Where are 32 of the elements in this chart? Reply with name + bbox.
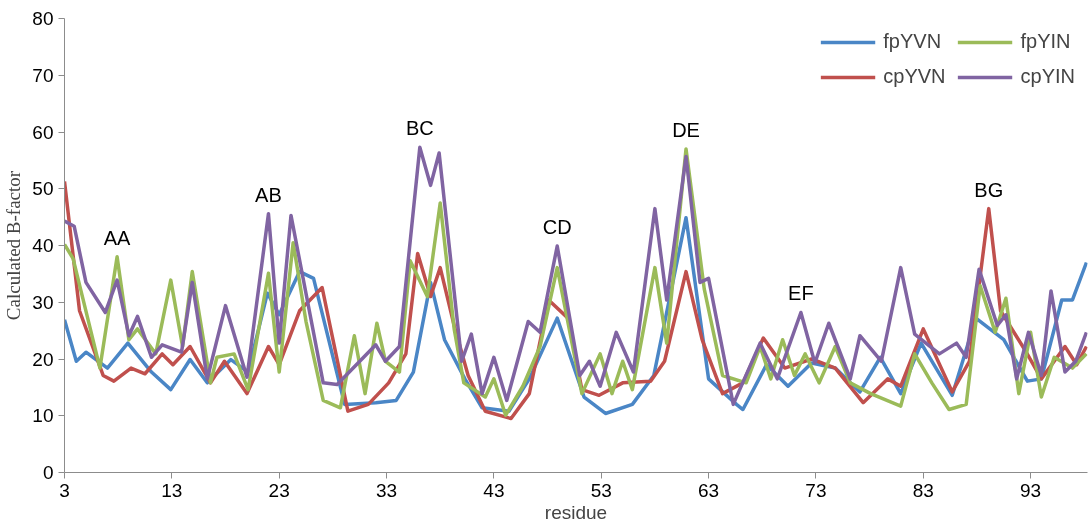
y-tick-label: 0 — [42, 462, 54, 483]
legend-label: cpYVN — [883, 65, 946, 88]
annotation: DE — [672, 119, 700, 142]
legend-label: cpYIN — [1020, 65, 1075, 88]
x-tick-label: 13 — [161, 479, 183, 501]
y-tick-label: 30 — [32, 291, 54, 313]
y-tick-label: 20 — [32, 348, 54, 370]
annotation: AA — [103, 226, 132, 249]
y-tick-label: 40 — [32, 235, 54, 256]
y-tick-label: 80 — [32, 8, 54, 29]
legend-label: fpYIN — [1020, 30, 1071, 53]
x-tick-label: 53 — [590, 479, 612, 501]
y-tick-label: 60 — [32, 121, 54, 143]
y-axis-title: Calculated B-factor — [3, 170, 25, 321]
annotation: AB — [255, 183, 282, 206]
x-tick-label: 83 — [912, 479, 934, 501]
y-tick-label: 50 — [32, 178, 54, 200]
x-tick-label: 73 — [805, 479, 827, 501]
x-tick-label: 23 — [268, 479, 290, 501]
x-axis-title: residue — [544, 501, 608, 523]
annotation: EF — [788, 282, 814, 305]
x-tick-label: 93 — [1020, 479, 1042, 501]
x-tick-label: 33 — [375, 479, 398, 501]
x-tick-label: 3 — [59, 479, 70, 501]
annotation: BG — [974, 178, 1004, 201]
x-tick-label: 63 — [698, 479, 720, 501]
annotation: CD — [542, 216, 572, 239]
annotation: BC — [405, 117, 434, 140]
y-tick-label: 70 — [32, 64, 54, 86]
legend-label: fpYVN — [883, 30, 942, 53]
y-tick-label: 10 — [32, 405, 54, 427]
x-tick-label: 43 — [483, 479, 505, 501]
